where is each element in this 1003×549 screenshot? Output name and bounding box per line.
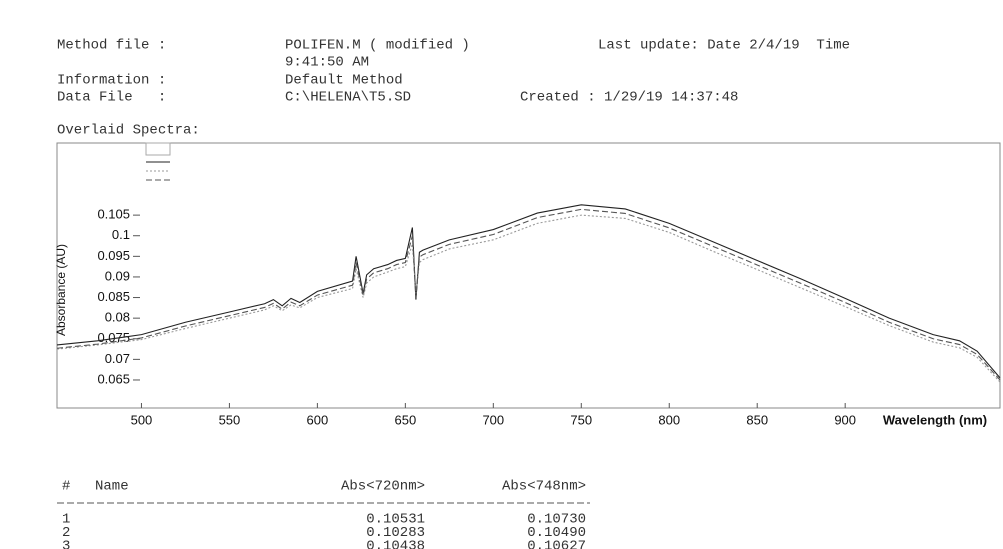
col-header: Abs<748nm> xyxy=(502,479,586,495)
cell: 0.10627 xyxy=(527,539,586,549)
cell: 0.10490 xyxy=(527,525,586,541)
plot-frame xyxy=(56,142,1001,409)
col-header: Name xyxy=(95,479,129,495)
series-line xyxy=(56,208,1001,381)
cell: 0.10283 xyxy=(366,525,425,541)
x-tick-label: 800 xyxy=(658,412,680,427)
x-axis-label: Wavelength (nm) xyxy=(883,412,987,427)
col-header: Abs<720nm> xyxy=(341,479,425,495)
value: Default Method xyxy=(285,73,403,89)
x-tick-label: 650 xyxy=(394,412,416,427)
y-tick-label: 0.105 xyxy=(97,207,130,222)
value: Created : 1/29/19 14:37:48 xyxy=(520,90,738,106)
row-index: 1 xyxy=(62,512,70,528)
y-tick-label: 0.065 xyxy=(97,371,130,386)
series-line xyxy=(56,214,1001,383)
y-tick-label: 0.08 xyxy=(105,310,130,325)
label: Data File : xyxy=(57,90,166,106)
value: Last update: Date 2/4/19 Time xyxy=(598,38,850,54)
y-tick-label: 0.1 xyxy=(112,227,130,242)
col-header: # xyxy=(62,479,70,495)
x-tick-label: 900 xyxy=(834,412,856,427)
x-tick-label: 600 xyxy=(307,412,329,427)
x-tick-label: 850 xyxy=(746,412,768,427)
label: Information : xyxy=(57,73,166,89)
x-tick-label: 700 xyxy=(482,412,504,427)
cell: 0.10438 xyxy=(366,539,425,549)
row-index: 3 xyxy=(62,539,70,549)
x-tick-label: 550 xyxy=(219,412,241,427)
row-index: 2 xyxy=(62,525,70,541)
value: POLIFEN.M ( modified ) xyxy=(285,38,470,54)
cell: 0.10531 xyxy=(366,512,425,528)
series-line xyxy=(56,204,1001,379)
x-tick-label: 750 xyxy=(570,412,592,427)
legend-box xyxy=(145,142,171,156)
y-tick-label: 0.07 xyxy=(105,351,130,366)
value: C:\HELENA\T5.SD xyxy=(285,90,411,106)
value: 9:41:50 AM xyxy=(285,55,369,71)
cell: 0.10730 xyxy=(527,512,586,528)
section-title: Overlaid Spectra: xyxy=(57,123,200,139)
y-axis-label: Absorbance (AU) xyxy=(54,244,68,336)
y-tick-label: 0.085 xyxy=(97,289,130,304)
y-tick-label: 0.09 xyxy=(105,268,130,283)
x-tick-label: 500 xyxy=(131,412,153,427)
y-tick-label: 0.095 xyxy=(97,248,130,263)
label: Method file : xyxy=(57,38,166,54)
